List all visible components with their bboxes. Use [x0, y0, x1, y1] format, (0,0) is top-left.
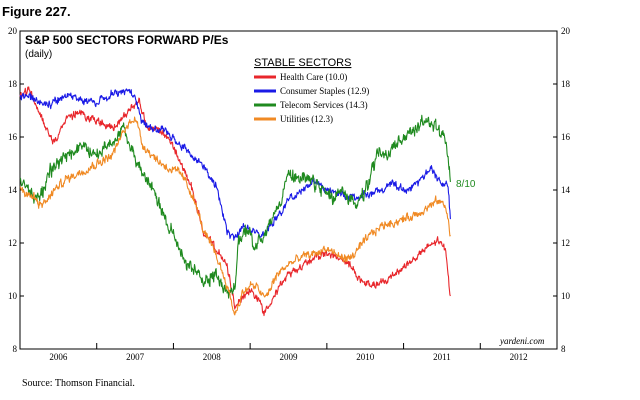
- x-tick-label: 2006: [49, 352, 68, 362]
- axes: 8 8 10 10 12 12 14 14 16 16 18 18 20 20 2006 2007 2008 20…: [8, 26, 571, 362]
- x-tick-label: 2010: [356, 352, 375, 362]
- series-line-4: [19, 116, 451, 316]
- y-tick-label-right: 20: [561, 26, 571, 36]
- x-tick-label: 2012: [510, 352, 528, 362]
- y-tick-label-right: 18: [561, 79, 571, 89]
- y-tick-label-right: 10: [561, 291, 571, 301]
- x-tick-label: 2008: [203, 352, 222, 362]
- y-tick-label-right: 14: [561, 185, 571, 195]
- series-lines: [19, 86, 451, 317]
- x-tick-label: 2011: [433, 352, 451, 362]
- source-note: Source: Thomson Financial.: [22, 378, 135, 389]
- y-tick-label-left: 18: [8, 79, 18, 89]
- series-line-2: [19, 88, 451, 241]
- legend-label: Telecom Services (14.3): [280, 100, 368, 110]
- series-line-3: [19, 114, 451, 299]
- chart-subtitle: (daily): [25, 49, 52, 60]
- y-tick-label-left: 10: [8, 291, 18, 301]
- legend-label: Utilities (12.3): [280, 114, 333, 124]
- y-tick-label-left: 8: [13, 344, 18, 354]
- y-tick-label-left: 16: [8, 132, 18, 142]
- y-tick-label-left: 20: [8, 26, 18, 36]
- legend-items: Health Care (10.0) Consumer Staples (12.9…: [254, 72, 369, 124]
- y-tick-label-right: 12: [561, 238, 570, 248]
- figure-label: Figure 227.: [2, 4, 71, 19]
- x-tick-label: 2009: [280, 352, 299, 362]
- y-tick-label-right: 16: [561, 132, 571, 142]
- legend-label: Health Care (10.0): [280, 72, 347, 82]
- y-tick-label-right: 8: [561, 344, 566, 354]
- legend: STABLE SECTORS Health Care (10.0) Consume…: [254, 57, 369, 124]
- watermark: yardeni.com: [499, 336, 545, 346]
- y-tick-label-left: 12: [8, 238, 17, 248]
- chart-title: S&P 500 SECTORS FORWARD P/Es: [25, 33, 229, 47]
- series-line-1: [19, 86, 451, 317]
- legend-title: STABLE SECTORS: [254, 57, 351, 69]
- legend-label: Consumer Staples (12.9): [280, 86, 369, 96]
- x-tick-label: 2007: [126, 352, 145, 362]
- end-annotation: 8/10: [456, 179, 476, 190]
- y-tick-label-left: 14: [8, 185, 18, 195]
